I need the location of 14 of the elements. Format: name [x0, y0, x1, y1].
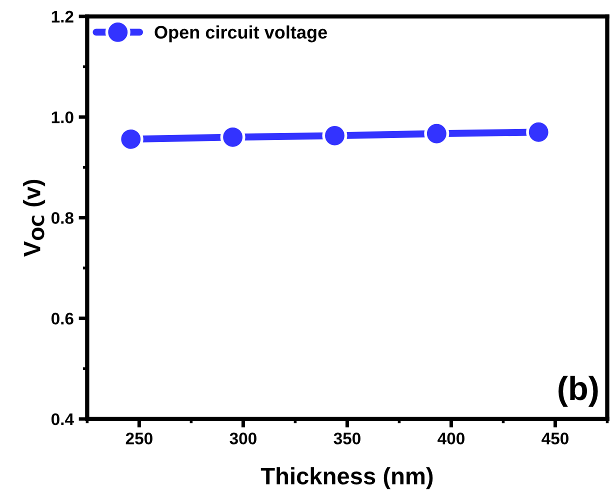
x-tick-label: 250: [126, 432, 152, 444]
y-tick-label: 1.2: [52, 10, 74, 22]
x-axis-title: Thickness (nm): [260, 467, 433, 490]
x-tick-label: 450: [542, 432, 568, 444]
legend-label: Open circuit voltage: [154, 25, 327, 42]
annotation: (b): [558, 376, 598, 407]
y-axis-title: V$_{OC}$ (v): [23, 180, 46, 257]
x-tick-label: 300: [230, 432, 256, 444]
x-tick-label: 350: [334, 432, 360, 444]
x-tick-label: 400: [438, 432, 464, 444]
y-tick-label: 0.8: [51, 212, 74, 224]
y-tick-label: 0.6: [51, 312, 74, 325]
y-tick-label: 1.0: [52, 111, 74, 124]
y-tick-label: 0.4: [51, 413, 74, 426]
